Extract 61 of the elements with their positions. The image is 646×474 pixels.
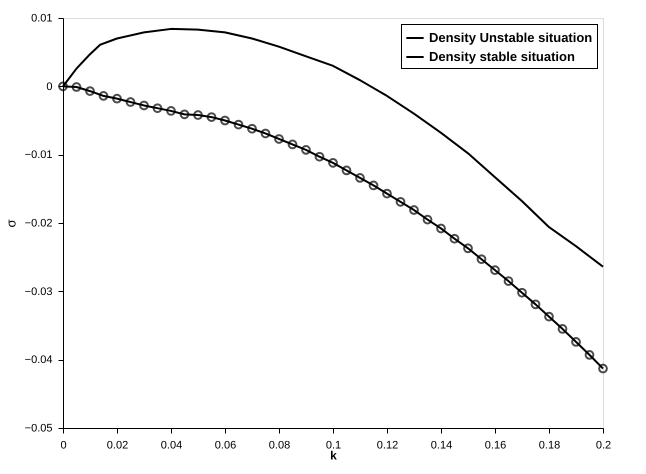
y-tick-label: 0.01	[31, 12, 52, 24]
point	[504, 276, 514, 286]
point	[72, 82, 82, 92]
legend-label: Density stable situation	[429, 49, 575, 64]
point	[260, 128, 270, 138]
point	[584, 350, 594, 360]
point	[409, 205, 419, 215]
point	[355, 173, 365, 183]
point	[490, 265, 500, 276]
point	[530, 299, 540, 310]
point	[558, 324, 568, 334]
point	[463, 243, 473, 254]
point	[247, 124, 257, 134]
point	[234, 120, 244, 130]
y-tick-label: 0	[46, 80, 52, 93]
x-tick-label: 0.1	[326, 440, 342, 452]
y-tick-label: −0.05	[24, 422, 52, 434]
x-tick-label: 0.04	[160, 440, 182, 452]
point	[274, 134, 284, 144]
point	[544, 312, 554, 322]
point	[139, 100, 149, 110]
x-axis-title: k	[330, 448, 338, 462]
y-tick-label: −0.04	[24, 354, 52, 366]
point	[220, 116, 230, 126]
y-tick-label: −0.03	[24, 286, 52, 298]
point	[517, 288, 527, 298]
point	[342, 166, 352, 176]
x-tick-label: 0.2	[596, 440, 612, 452]
x-tick-label: 0.14	[430, 440, 452, 452]
point	[328, 158, 338, 168]
x-tick-label: 0.08	[268, 440, 290, 452]
point	[206, 112, 216, 122]
point	[112, 94, 122, 104]
x-tick-label: 0.02	[106, 440, 128, 452]
point	[396, 196, 406, 207]
legend-label: Density Unstable situation	[429, 30, 592, 45]
x-tick-label: 0	[60, 440, 67, 452]
point	[422, 214, 432, 224]
point	[288, 140, 298, 150]
y-axis-title: σ	[4, 219, 19, 228]
point	[166, 106, 176, 116]
point	[476, 254, 486, 264]
point	[314, 152, 324, 162]
point	[382, 188, 392, 198]
point	[152, 103, 162, 114]
point	[180, 109, 190, 120]
point	[450, 234, 460, 244]
x-tick-label: 0.12	[376, 440, 398, 452]
point	[436, 224, 446, 234]
point	[571, 337, 581, 347]
point	[98, 91, 108, 101]
point	[85, 86, 95, 96]
x-tick-label: 0.18	[538, 440, 560, 452]
point	[126, 97, 136, 107]
y-tick-label: −0.01	[24, 149, 52, 162]
point	[368, 180, 378, 190]
x-tick-label: 0.16	[484, 440, 506, 452]
x-tick-label: 0.06	[214, 440, 236, 452]
point	[301, 145, 311, 155]
y-tick-label: −0.02	[24, 218, 52, 230]
point	[193, 110, 203, 120]
